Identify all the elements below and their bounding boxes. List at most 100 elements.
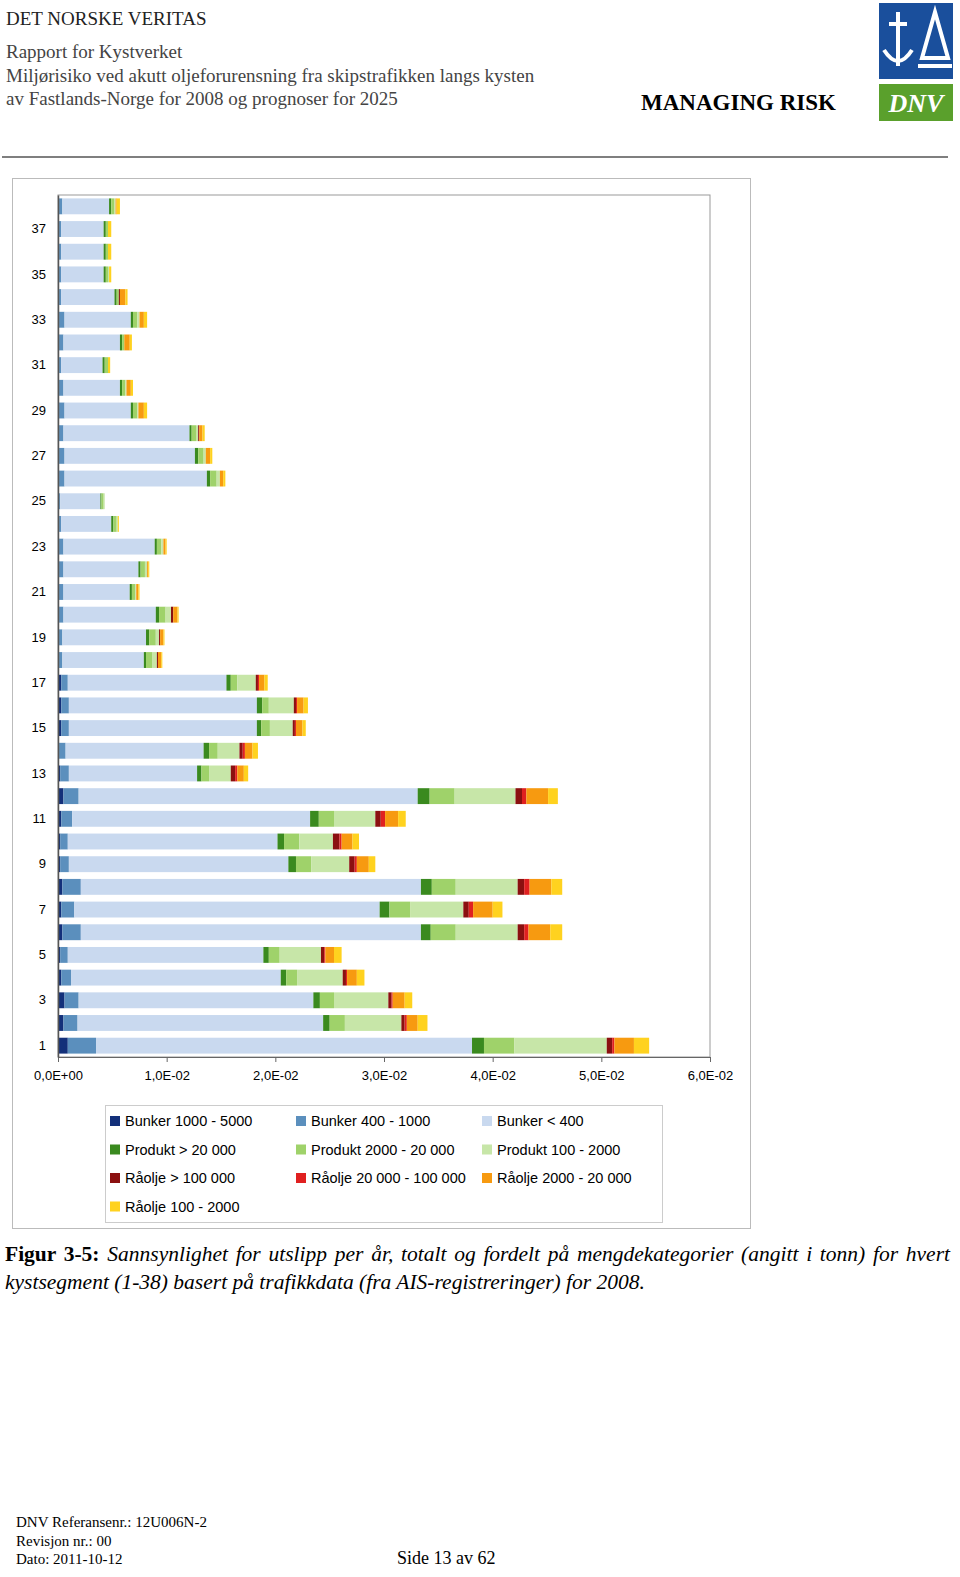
bar-segment: [357, 856, 369, 872]
legend-label: Bunker < 400: [497, 1113, 584, 1129]
bar-segment: [463, 902, 468, 918]
tick-label: 6,0E-02: [688, 1068, 734, 1083]
legend: Bunker 1000 - 5000Bunker 400 - 1000Bunke…: [106, 1106, 663, 1223]
bar-segment: [405, 1015, 407, 1031]
tick: 17: [32, 675, 46, 690]
footer-line: DNV Referansenr.: 12U006N-2: [16, 1514, 207, 1530]
tick: 27: [32, 448, 46, 463]
bar-segment: [206, 448, 210, 464]
legend-swatch: [110, 1145, 120, 1155]
bar-segment: [117, 516, 118, 532]
bar-segment: [115, 198, 116, 214]
bar-segment: [105, 357, 108, 373]
bar-segment: [226, 675, 230, 691]
legend-label: Råolje > 100 000: [125, 1170, 235, 1186]
bar-segment: [259, 675, 264, 691]
tick: 29: [32, 403, 46, 418]
bar-segment: [345, 1015, 402, 1031]
bar-segment: [120, 380, 122, 396]
bar-segment: [410, 902, 463, 918]
bar-segment: [117, 516, 118, 532]
tick: 33: [32, 312, 46, 327]
bar-segment: [473, 902, 493, 918]
logo-icon: [884, 12, 952, 66]
legend-swatch: [110, 1173, 120, 1183]
bar-segment: [63, 561, 138, 577]
bar-segment: [147, 561, 148, 577]
bar-segment: [149, 629, 156, 645]
bar-segment: [109, 198, 111, 214]
rule: [2, 156, 948, 157]
tick-label: 17: [32, 675, 46, 690]
bar-segment: [430, 788, 455, 804]
bar-segment: [218, 743, 240, 759]
bar-segment: [108, 266, 109, 282]
tick-label: 19: [32, 630, 46, 645]
bar-segment: [61, 970, 71, 986]
caption-text: Sannsynlighet for utslipp per år, totalt…: [5, 1242, 950, 1294]
bar-segment: [269, 947, 280, 963]
legend-swatch: [482, 1116, 492, 1126]
bar-segment: [119, 289, 120, 305]
tick-label: 29: [32, 403, 46, 418]
bar-segment: [352, 834, 359, 850]
bar-segment: [398, 811, 406, 827]
series: [108, 198, 649, 1053]
bar-segment: [157, 539, 161, 555]
tick-mark: [601, 1057, 602, 1062]
bar-segment: [342, 834, 353, 850]
bar-segment: [163, 629, 164, 645]
bar-segment: [136, 584, 138, 600]
tick-mark: [167, 1057, 168, 1062]
bar-segment: [160, 629, 163, 645]
bar-segment: [262, 697, 269, 713]
bar-segment: [59, 743, 66, 759]
bar-segment: [157, 652, 158, 668]
legend-swatch: [110, 1202, 120, 1212]
bar-segment: [59, 425, 63, 441]
footer-line: Dato: 2011-10-12: [16, 1551, 123, 1567]
bar-segment: [103, 357, 105, 373]
logo-box: [879, 84, 953, 121]
bars: [58, 198, 649, 1053]
bar-segment: [324, 947, 325, 963]
bar-segment: [60, 856, 69, 872]
bar-segment: [62, 198, 109, 214]
bar-segment: [61, 516, 111, 532]
bar-segment: [63, 539, 154, 555]
series: [119, 289, 612, 1053]
bar-segment: [245, 743, 253, 759]
bar-segment: [106, 221, 108, 237]
bar-segment: [147, 561, 148, 577]
bar-segment: [63, 584, 129, 600]
bar-segment: [146, 629, 149, 645]
bar-segment: [524, 879, 529, 895]
bar-segment: [333, 834, 340, 850]
bar-segment: [269, 697, 294, 713]
bar-segment: [210, 448, 212, 464]
bar-segment: [303, 720, 306, 736]
bar-segment: [294, 697, 296, 713]
bar-segment: [281, 970, 286, 986]
series: [60, 198, 472, 1053]
bar-segment: [161, 652, 162, 668]
bar-segment: [66, 743, 204, 759]
tick-label: 31: [32, 357, 46, 372]
tick: 13: [32, 766, 46, 781]
tick-label: 37: [32, 221, 46, 236]
tick-mark: [384, 1057, 385, 1062]
bar-segment: [72, 811, 310, 827]
tick: 6,0E-02: [688, 1057, 734, 1083]
bar-segment: [115, 289, 117, 305]
bar-segment: [104, 493, 105, 509]
bar-segment: [63, 607, 155, 623]
bar-segment: [69, 697, 257, 713]
bar-segment: [159, 607, 166, 623]
tick-label: 21: [32, 584, 46, 599]
bar-segment: [61, 266, 103, 282]
bar-segment: [278, 834, 285, 850]
tick: 5,0E-02: [579, 1057, 625, 1083]
bar-segment: [231, 675, 238, 691]
bar-segment: [299, 834, 333, 850]
bar-segment: [59, 652, 62, 668]
